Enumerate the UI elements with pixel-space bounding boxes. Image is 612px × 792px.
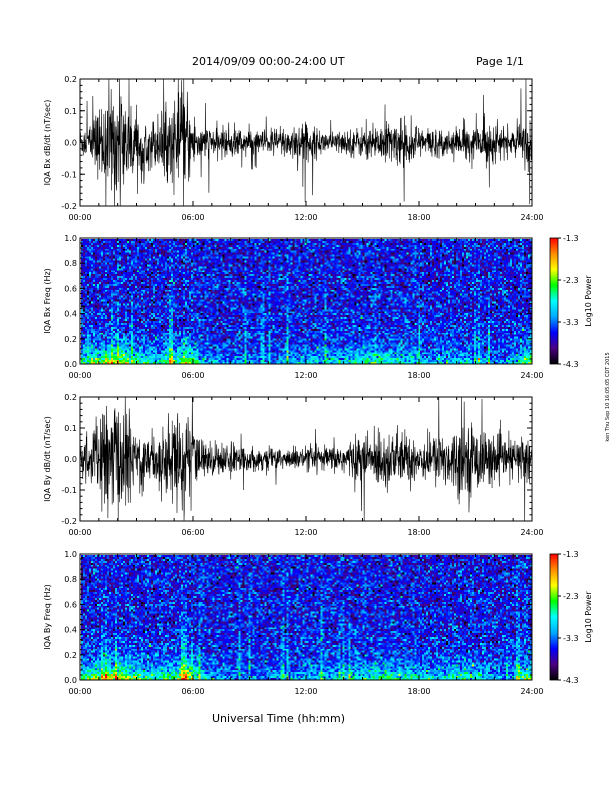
x-tick-label: 12:00	[294, 687, 317, 696]
x-tick-label: 18:00	[407, 687, 430, 696]
colorbar-tick-label: -3.3	[563, 634, 579, 643]
x-tick-label: 00:00	[68, 371, 91, 380]
y-tick-label: 0.8	[64, 575, 77, 584]
page-indicator: Page 1/1	[476, 55, 524, 68]
y-tick-label: 0.6	[64, 284, 77, 293]
y-tick-label: 0.1	[64, 107, 77, 116]
colorbar-gradient	[549, 553, 559, 681]
series-line	[80, 79, 532, 206]
y-tick-label: 0.1	[64, 424, 77, 433]
x-tick-label: 18:00	[407, 528, 430, 537]
x-tick-label: 06:00	[181, 213, 204, 222]
y-tick-label: 0.2	[64, 335, 77, 344]
axes-0: -0.2 -0.1 0.0 0.1 0.2 00:00 06:00 12:00 18:00 24:…	[43, 75, 544, 222]
colorbar-tick-label: -4.3	[563, 360, 579, 369]
colorbar-tick-label: -3.3	[563, 318, 579, 327]
x-tick-label: 00:00	[68, 528, 91, 537]
x-tick-label: 12:00	[294, 213, 317, 222]
x-axis-title: Universal Time (hh:mm)	[212, 712, 345, 725]
y-tick-label: -0.2	[61, 202, 77, 211]
colorbar-3: -1.3 -2.3 -3.3 -4.3 Log10 Power	[549, 550, 593, 685]
y-tick-label: 0.0	[64, 139, 77, 148]
x-tick-label: 00:00	[68, 213, 91, 222]
x-tick-label: 24:00	[520, 528, 543, 537]
x-tick-label: 06:00	[181, 371, 204, 380]
x-tick-label: 06:00	[181, 528, 204, 537]
colorbar-gradient	[549, 237, 559, 365]
y-tick-label: 0.8	[64, 259, 77, 268]
y-tick-label: 0.2	[64, 393, 77, 402]
axes-3: 0.0 0.2 0.4 0.6 0.8 1.0 00:00 06:00 12:00 18:00 24…	[43, 550, 544, 696]
colorbar-tick-label: -2.3	[563, 276, 579, 285]
y-axis-label: IQA By dB/dt (nT/sec)	[43, 416, 52, 502]
y-tick-label: -0.2	[61, 517, 77, 526]
y-tick-label: 1.0	[64, 234, 77, 243]
spectrogram-heatmap	[81, 555, 532, 680]
y-tick-label: 1.0	[64, 550, 77, 559]
y-tick-label: 0.4	[64, 310, 77, 319]
spectrogram-heatmap	[81, 239, 532, 364]
y-tick-label: 0.6	[64, 600, 77, 609]
side-note: ken Thu Sep 10 16:05:05 CDT 2015	[605, 352, 611, 441]
y-tick-label: 0.0	[64, 455, 77, 464]
plot-frame	[79, 237, 533, 365]
axes-1: 0.0 0.2 0.4 0.6 0.8 1.0 00:00 06:00 12:00 18:00 24…	[43, 234, 544, 380]
x-tick-label: 12:00	[294, 371, 317, 380]
x-tick-label: 12:00	[294, 528, 317, 537]
x-tick-label: 18:00	[407, 371, 430, 380]
x-tick-label: 24:00	[520, 213, 543, 222]
y-tick-label: 0.4	[64, 626, 77, 635]
y-tick-label: 0.0	[64, 676, 77, 685]
axes-2: -0.2 -0.1 0.0 0.1 0.2 00:00 06:00 12:00 18:00 24:…	[43, 393, 544, 537]
y-axis-label: IQA Bx dB/dt (nT/sec)	[43, 100, 52, 186]
y-tick-label: 0.0	[64, 360, 77, 369]
x-tick-label: 24:00	[520, 687, 543, 696]
colorbar-label: Log10 Power	[584, 591, 593, 643]
colorbar-tick-label: -1.3	[563, 234, 579, 243]
colorbar-tick-label: -2.3	[563, 592, 579, 601]
colorbar-1: -1.3 -2.3 -3.3 -4.3 Log10 Power	[549, 234, 593, 369]
y-tick-label: -0.1	[61, 486, 77, 495]
y-tick-label: -0.1	[61, 170, 77, 179]
colorbar-tick-label: -1.3	[563, 550, 579, 559]
series-line	[80, 397, 532, 521]
x-tick-label: 18:00	[407, 213, 430, 222]
plot-frame	[79, 553, 533, 681]
colorbar-tick-label: -4.3	[563, 676, 579, 685]
colorbar-label: Log10 Power	[584, 275, 593, 327]
figure-title: 2014/09/09 00:00-24:00 UT	[192, 55, 345, 68]
x-tick-label: 24:00	[520, 371, 543, 380]
x-tick-label: 06:00	[181, 687, 204, 696]
y-axis-label: IQA By Freq (Hz)	[43, 584, 52, 650]
y-tick-label: 0.2	[64, 651, 77, 660]
x-tick-label: 00:00	[68, 687, 91, 696]
y-tick-label: 0.2	[64, 75, 77, 84]
y-axis-label: IQA Bx Freq (Hz)	[43, 268, 52, 334]
